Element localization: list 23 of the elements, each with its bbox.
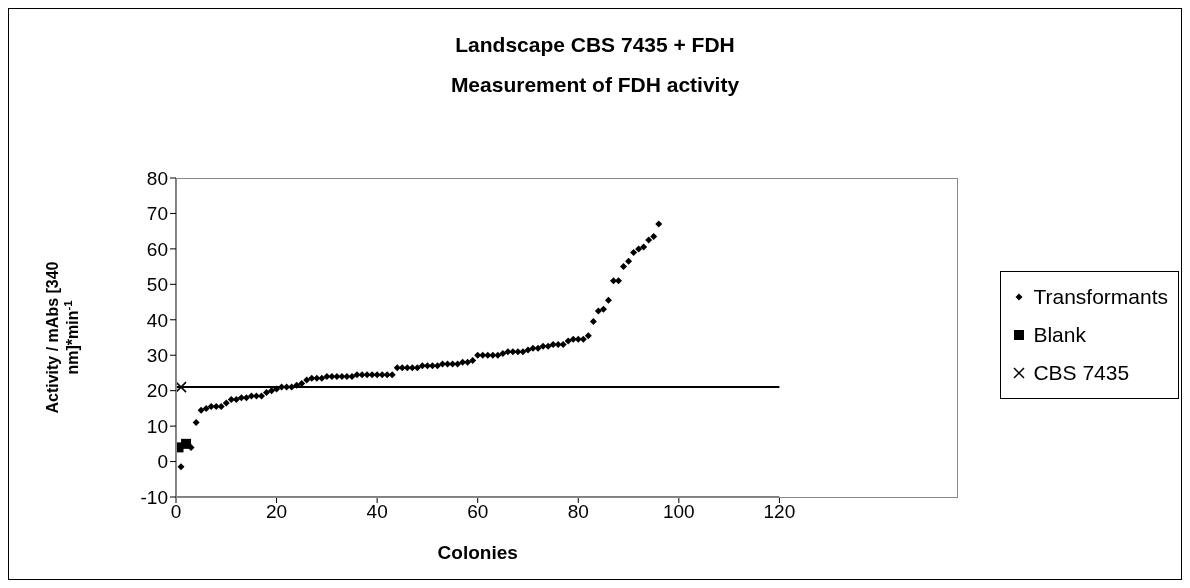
x-tick-label: 20 <box>266 501 288 523</box>
y-tick-label: 10 <box>146 415 168 437</box>
x-tick-label: 100 <box>662 501 695 523</box>
y-tick-label: 30 <box>146 344 168 366</box>
y-tick-label: 80 <box>146 167 168 189</box>
x-tick-label: 0 <box>170 501 182 523</box>
legend-label: Blank <box>1033 322 1086 348</box>
y-tick-label: -10 <box>140 486 168 508</box>
chart-subtitle: Measurement of FDH activity <box>449 73 741 97</box>
y-tick-label: 20 <box>146 380 168 402</box>
legend-label: CBS 7435 <box>1033 360 1130 386</box>
x-axis-title: Colonies <box>437 542 518 563</box>
x-tick-label: 60 <box>467 501 489 523</box>
y-tick-label: 70 <box>146 203 168 225</box>
x-tick-label: 40 <box>366 501 388 523</box>
x-tick-label: 120 <box>763 501 796 523</box>
y-tick-label: 60 <box>146 238 168 260</box>
y-tick-label: 0 <box>157 451 168 473</box>
legend-label: Transformants <box>1033 284 1168 310</box>
y-tick-label: 40 <box>146 309 168 331</box>
x-tick-label: 80 <box>567 501 589 523</box>
y-tick-label: 50 <box>146 274 168 296</box>
chart-title: Landscape CBS 7435 + FDH <box>454 33 736 57</box>
